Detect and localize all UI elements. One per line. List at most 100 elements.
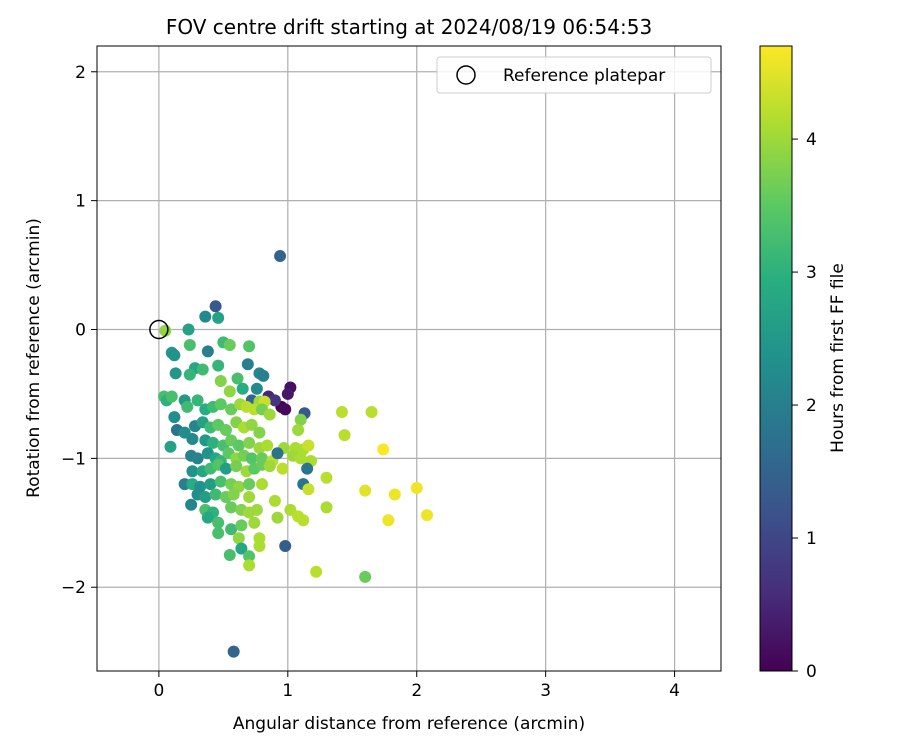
data-point	[181, 400, 194, 413]
data-point	[320, 471, 333, 484]
data-point	[235, 519, 248, 532]
y-axis-ticks: −2 −1 0 1 2	[61, 63, 97, 598]
data-point	[232, 439, 245, 452]
data-point	[219, 462, 232, 475]
data-point	[257, 369, 270, 382]
data-point	[186, 433, 199, 446]
data-point	[281, 387, 294, 400]
plot-frame	[96, 45, 722, 672]
data-point	[243, 478, 256, 491]
data-point	[212, 359, 225, 372]
data-point	[168, 411, 181, 424]
data-point	[263, 460, 276, 473]
data-point	[185, 498, 198, 511]
colorbar-tick-label: 4	[806, 130, 817, 150]
data-point	[310, 565, 323, 578]
chart-title: FOV centre drift starting at 2024/08/19 …	[166, 15, 652, 39]
data-point	[241, 358, 254, 371]
data-point	[301, 462, 314, 475]
data-point	[250, 382, 263, 395]
x-axis-ticks: 0 1 2 3 4	[153, 671, 680, 701]
data-point	[388, 488, 401, 501]
data-point	[292, 424, 305, 437]
data-point	[245, 418, 258, 431]
legend-marker-open-circle	[456, 65, 476, 85]
data-point	[268, 494, 281, 507]
y-tick-label: −2	[61, 578, 86, 598]
y-tick-label: 2	[75, 63, 86, 83]
data-point	[271, 447, 284, 460]
data-point	[201, 511, 214, 524]
data-point	[421, 509, 434, 522]
data-point	[196, 363, 209, 376]
data-point	[294, 452, 307, 465]
data-point	[225, 523, 238, 536]
legend: Reference platepar	[436, 56, 712, 94]
data-point	[377, 443, 390, 456]
data-point	[227, 488, 240, 501]
y-tick-label: −1	[61, 449, 86, 469]
data-point	[219, 424, 232, 437]
data-point	[268, 394, 281, 407]
data-point	[230, 460, 243, 473]
data-point	[279, 403, 292, 416]
data-point	[225, 501, 238, 514]
data-point	[214, 375, 227, 388]
data-point	[214, 398, 227, 411]
data-point	[243, 550, 256, 563]
data-point	[253, 540, 266, 552]
data-point	[338, 429, 351, 442]
data-point	[236, 382, 249, 395]
data-point	[302, 439, 315, 452]
data-point	[182, 323, 195, 336]
data-point	[169, 367, 182, 380]
data-point	[250, 503, 263, 516]
y-tick-label: 0	[75, 321, 86, 341]
data-point	[199, 491, 212, 504]
data-point	[294, 413, 307, 426]
data-point	[335, 405, 348, 418]
data-point	[183, 338, 196, 351]
data-point	[191, 394, 204, 407]
data-point	[204, 478, 217, 491]
data-point	[186, 465, 199, 478]
data-point	[223, 338, 236, 351]
data-point	[165, 390, 178, 403]
data-point	[245, 452, 258, 465]
data-point	[279, 540, 292, 552]
data-point	[271, 511, 284, 524]
x-tick-label: 2	[411, 681, 422, 701]
data-point	[248, 516, 261, 529]
data-point	[365, 405, 378, 418]
data-point	[199, 310, 212, 323]
data-point	[225, 403, 238, 416]
colorbar	[759, 45, 793, 672]
data-point	[223, 549, 236, 562]
reference-platepar-marker	[149, 319, 169, 340]
y-tick-label: 1	[75, 192, 86, 212]
colorbar-ticks: 0 1 2 3 4	[792, 130, 817, 682]
data-point	[256, 478, 269, 491]
data-point	[207, 436, 220, 449]
x-tick-label: 4	[669, 681, 680, 701]
data-point	[263, 408, 276, 421]
x-tick-label: 0	[153, 681, 164, 701]
legend-box	[436, 56, 712, 94]
data-point	[212, 527, 225, 540]
data-point	[320, 501, 333, 514]
data-point	[168, 349, 181, 362]
data-point	[235, 542, 248, 555]
data-point	[223, 385, 236, 398]
data-point	[261, 439, 274, 452]
data-point	[212, 516, 225, 529]
data-point	[209, 300, 222, 313]
data-point	[276, 462, 289, 475]
data-point	[164, 440, 177, 453]
data-point	[359, 484, 372, 497]
y-axis-label: Rotation from reference (arcmin)	[24, 218, 44, 498]
data-point	[212, 311, 225, 324]
data-point	[243, 436, 256, 449]
data-point	[209, 488, 222, 501]
